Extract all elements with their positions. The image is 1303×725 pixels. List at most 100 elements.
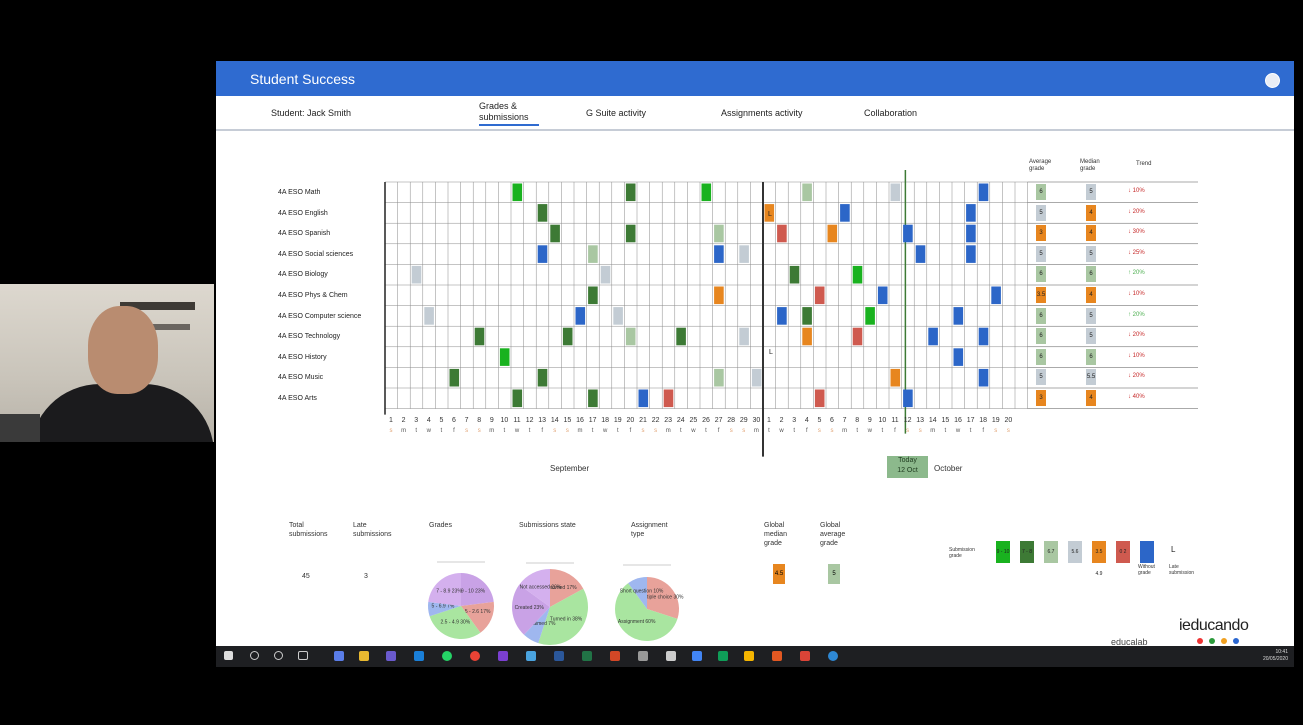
taskbar-app-icon[interactable] — [692, 651, 702, 661]
day-number: 9 — [867, 416, 872, 424]
day-of-week: t — [415, 427, 418, 434]
day-number: 12 — [903, 416, 912, 424]
average-grade-cell: 6 — [1036, 328, 1046, 345]
day-number: 7 — [464, 416, 469, 424]
global-average-value: 5 — [828, 564, 840, 584]
assignment-type-pie-slice — [615, 583, 678, 641]
day-of-week: t — [616, 427, 619, 434]
legend-without-grade: Without grade — [1138, 564, 1155, 576]
day-of-week: s — [477, 427, 481, 434]
teams-icon[interactable] — [386, 651, 396, 661]
taskbar-app-icon[interactable] — [800, 651, 810, 661]
median-grade-cell: 4 — [1086, 390, 1096, 406]
legend-swatch — [1140, 541, 1154, 563]
taskbar-app-icon[interactable] — [334, 651, 344, 661]
grades-pie-slice — [428, 601, 461, 617]
day-of-week: t — [944, 427, 947, 434]
grade-cell — [890, 183, 901, 202]
grade-cell — [512, 183, 523, 202]
day-of-week: s — [465, 427, 469, 434]
day-number: 5 — [817, 416, 822, 424]
day-number: 28 — [727, 416, 736, 424]
submissions-pie-slice — [512, 584, 550, 635]
grades-pie-slice — [428, 573, 461, 606]
ieducando-dots-icon — [1197, 638, 1253, 644]
day-of-week: f — [453, 427, 455, 434]
submissions-pie-slice — [523, 607, 550, 644]
word-icon[interactable] — [554, 651, 564, 661]
task-view-icon[interactable] — [298, 651, 308, 660]
tab-gsuite-activity[interactable]: G Suite activity — [586, 108, 647, 118]
day-number: 29 — [739, 416, 748, 424]
taskbar-app-icon[interactable] — [498, 651, 508, 661]
average-grade-cell: 3 — [1036, 390, 1046, 406]
user-avatar-icon[interactable] — [1265, 73, 1280, 88]
subject-label: 4A ESO Technology — [278, 333, 341, 341]
trend-header: Trend — [1136, 161, 1152, 167]
day-number: 4 — [804, 416, 809, 424]
grade-cell — [978, 327, 989, 346]
day-number: 14 — [550, 416, 559, 424]
day-of-week: f — [717, 427, 720, 434]
subject-label: 4A ESO Social sciences — [278, 250, 354, 258]
subject-label: 4A ESO Math — [278, 189, 321, 196]
cortana-icon[interactable] — [274, 651, 283, 660]
webcam-feed — [0, 284, 214, 442]
taskbar-app-icon[interactable] — [718, 651, 728, 661]
grade-cell — [676, 327, 686, 346]
grade-cell — [701, 183, 712, 202]
grade-cell — [852, 327, 863, 346]
grade-cell — [777, 307, 787, 325]
tab-collaboration[interactable]: Collaboration — [864, 108, 918, 118]
day-number: 17 — [966, 416, 975, 424]
grade-cell — [537, 368, 548, 387]
taskbar-app-icon[interactable] — [638, 651, 648, 661]
day-of-week: s — [918, 427, 922, 434]
chrome-icon[interactable] — [470, 651, 480, 661]
grade-cell — [562, 327, 573, 346]
day-of-week: w — [867, 427, 872, 434]
taskbar-app-icon[interactable] — [828, 651, 838, 661]
excel-icon[interactable] — [582, 651, 592, 661]
taskbar-app-icon[interactable] — [526, 651, 536, 661]
day-of-week: s — [817, 427, 821, 434]
grade-cell — [537, 204, 548, 222]
day-number: 13 — [916, 416, 925, 424]
late-submissions-value: 3 — [364, 573, 368, 580]
whatsapp-icon[interactable] — [442, 651, 452, 661]
grade-cell — [802, 327, 812, 346]
nav-bar: Student: Jack Smith Grades & submissions… — [216, 96, 1294, 131]
start-icon[interactable] — [224, 651, 233, 660]
powerpoint-icon[interactable] — [610, 651, 620, 661]
day-of-week: w — [955, 427, 961, 434]
median-grade-cell: 6 — [1086, 266, 1096, 283]
day-of-week: t — [528, 427, 531, 434]
day-of-week: m — [489, 427, 495, 434]
grade-cell — [424, 307, 434, 325]
late-submissions-label: Late submissions — [353, 522, 392, 538]
day-of-week: m — [842, 427, 848, 434]
clock-date: 20/05/2020 — [1262, 656, 1288, 662]
search-icon[interactable] — [250, 651, 259, 660]
grade-cell — [890, 368, 901, 387]
trend-value: ↑ 20% — [1128, 270, 1145, 277]
day-of-week: f — [894, 427, 896, 434]
tab-assignments-activity[interactable]: Assignments activity — [721, 108, 803, 118]
edge-icon[interactable] — [414, 651, 424, 661]
day-of-week: t — [503, 427, 506, 434]
day-number: 10 — [500, 416, 509, 424]
median-grade-cell: 5 — [1086, 328, 1096, 345]
file-explorer-icon[interactable] — [359, 651, 369, 661]
app-title: Student Success — [250, 71, 356, 87]
submissions-pie-slice — [550, 569, 584, 607]
calculator-icon[interactable] — [666, 651, 676, 661]
grade-cell — [550, 224, 560, 243]
taskbar-app-icon[interactable] — [744, 651, 754, 661]
grade-cell — [625, 327, 636, 346]
late-mark: L — [769, 349, 773, 356]
taskbar-app-icon[interactable] — [772, 651, 782, 661]
day-number: 16 — [576, 416, 584, 424]
day-number: 14 — [928, 416, 937, 424]
tab-grades-submissions[interactable]: Grades & submissions — [479, 101, 539, 126]
day-number: 18 — [979, 416, 988, 424]
